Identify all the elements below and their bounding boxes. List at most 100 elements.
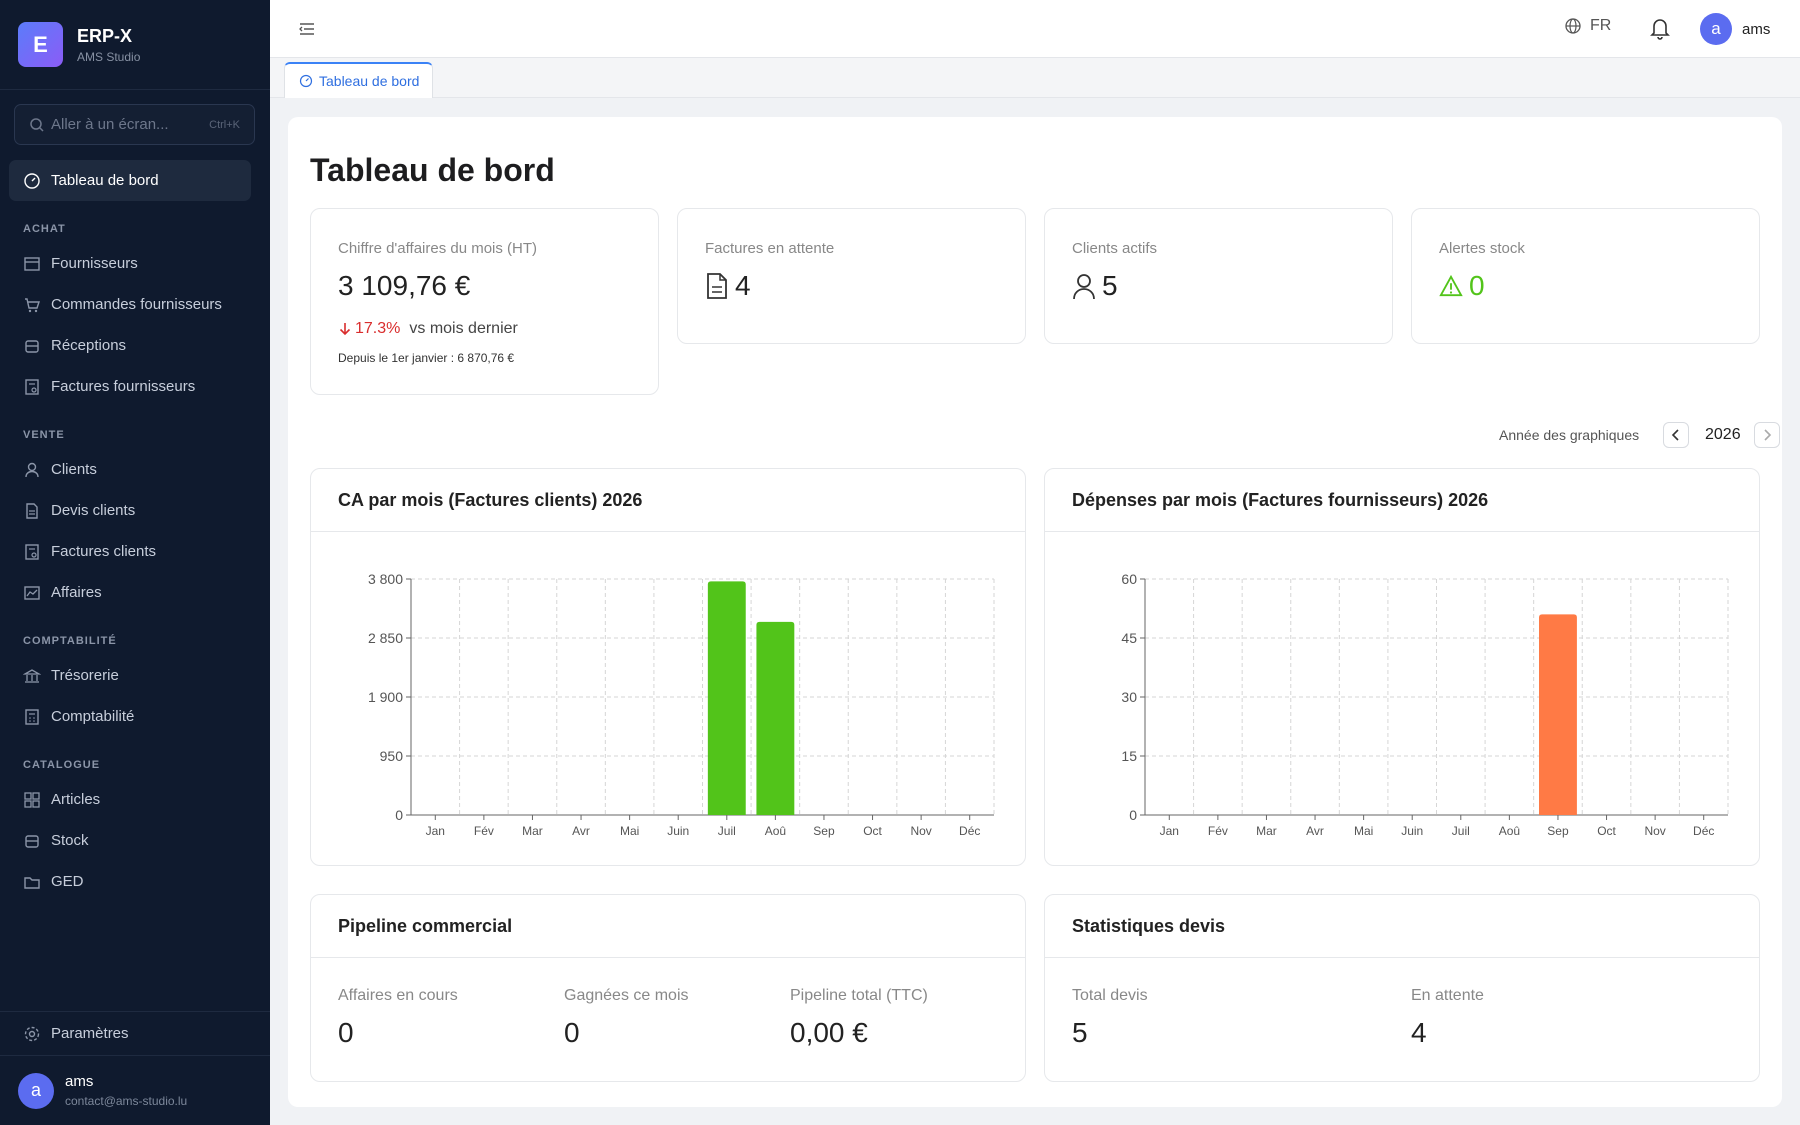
sidebar-item-ged[interactable]: GED bbox=[9, 861, 251, 902]
dashboard-content: Tableau de bord Chiffre d'affaires du mo… bbox=[288, 117, 1782, 1107]
kpi-label: Chiffre d'affaires du mois (HT) bbox=[338, 240, 538, 257]
sidebar-item-label: Paramètres bbox=[51, 1025, 129, 1042]
warning-icon bbox=[1439, 272, 1463, 300]
y-tick-label: 15 bbox=[1121, 748, 1137, 764]
sidebar-item-label: Comptabilité bbox=[51, 708, 135, 725]
gear-icon bbox=[23, 1025, 41, 1043]
y-tick-label: 60 bbox=[1121, 571, 1137, 587]
topbar-user-menu[interactable]: a ams bbox=[1700, 13, 1770, 45]
chart-line-icon bbox=[23, 584, 41, 602]
language-label: FR bbox=[1590, 17, 1612, 34]
user-icon bbox=[1072, 272, 1096, 300]
kpi-value-text: 5 bbox=[1102, 270, 1118, 301]
sidebar-item-affaires[interactable]: Affaires bbox=[9, 572, 251, 613]
bell-icon[interactable] bbox=[1649, 16, 1671, 40]
trend-text: vs mois dernier bbox=[409, 320, 518, 337]
screen-search[interactable]: Aller à un écran... Ctrl+K bbox=[14, 104, 255, 145]
calculator-icon bbox=[23, 708, 41, 726]
sidebar-item-dashboard[interactable]: Tableau de bord bbox=[9, 160, 251, 201]
card-title: Statistiques devis bbox=[1045, 895, 1759, 958]
y-tick-label: 3 800 bbox=[368, 571, 403, 587]
stat-value: 0 bbox=[338, 1017, 354, 1048]
search-shortcut: Ctrl+K bbox=[209, 118, 240, 131]
x-tick-label: Jan bbox=[426, 824, 445, 838]
menu-toggle-icon[interactable] bbox=[297, 19, 317, 39]
x-tick-label: Mar bbox=[1256, 824, 1277, 838]
y-tick-label: 2 850 bbox=[368, 630, 403, 646]
sidebar-item-fournisseurs[interactable]: Fournisseurs bbox=[9, 243, 251, 284]
sidebar-item-label: Factures clients bbox=[51, 543, 157, 560]
tab-dashboard[interactable]: Tableau de bord bbox=[284, 62, 433, 98]
sidebar-item-factures-fournisseurs[interactable]: Factures fournisseurs bbox=[9, 366, 251, 407]
x-tick-label: Avr bbox=[1306, 824, 1324, 838]
bar[interactable] bbox=[756, 621, 795, 815]
chart-year-selector: Année des graphiques 2026 bbox=[1497, 420, 1782, 450]
sidebar-item-receptions[interactable]: Réceptions bbox=[9, 325, 251, 366]
folder-icon bbox=[23, 873, 41, 891]
chevron-right-icon bbox=[1764, 429, 1772, 441]
year-value: 2026 bbox=[1705, 426, 1741, 443]
page-title: Tableau de bord bbox=[310, 152, 555, 188]
sidebar-item-factures-clients[interactable]: Factures clients bbox=[9, 531, 251, 572]
sidebar-nav: Tableau de bord ACHAT Fournisseurs Comma… bbox=[9, 160, 251, 902]
x-tick-label: Mai bbox=[1354, 824, 1373, 838]
x-tick-label: Aoû bbox=[765, 824, 786, 838]
year-next-button[interactable] bbox=[1754, 422, 1780, 448]
kpi-value-text: 4 bbox=[735, 270, 751, 301]
x-tick-label: Déc bbox=[959, 824, 980, 838]
y-tick-label: 30 bbox=[1121, 689, 1137, 705]
kpi-value-text: 0 bbox=[1469, 270, 1485, 301]
sidebar: E ERP-X AMS Studio Aller à un écran... C… bbox=[0, 0, 270, 1125]
sidebar-item-label: Factures fournisseurs bbox=[51, 378, 196, 395]
x-tick-label: Avr bbox=[572, 824, 590, 838]
nav-section-vente: VENTE bbox=[23, 429, 65, 441]
sidebar-user[interactable]: a ams contact@ams-studio.lu bbox=[0, 1055, 270, 1125]
user-email: contact@ams-studio.lu bbox=[65, 1094, 188, 1108]
x-tick-label: Mai bbox=[620, 824, 639, 838]
brand[interactable]: E ERP-X AMS Studio bbox=[0, 0, 270, 90]
x-tick-label: Juin bbox=[667, 824, 689, 838]
sidebar-item-devis[interactable]: Devis clients bbox=[9, 490, 251, 531]
chevron-left-icon bbox=[1671, 429, 1679, 441]
kpi-card-revenue: Chiffre d'affaires du mois (HT) 3 109,76… bbox=[310, 208, 659, 395]
bar[interactable] bbox=[707, 581, 746, 815]
sidebar-item-stock[interactable]: Stock bbox=[9, 820, 251, 861]
stat-value: 5 bbox=[1072, 1017, 1088, 1048]
sidebar-item-comptabilite[interactable]: Comptabilité bbox=[9, 696, 251, 737]
user-name: ams bbox=[65, 1073, 94, 1090]
bar[interactable] bbox=[1539, 614, 1577, 815]
x-tick-label: Juil bbox=[718, 824, 736, 838]
kpi-since-text: Depuis le 1er janvier : 6 870,76 € bbox=[338, 351, 515, 365]
tab-label: Tableau de bord bbox=[319, 73, 420, 89]
card-title: Pipeline commercial bbox=[311, 895, 1025, 958]
x-tick-label: Fév bbox=[474, 824, 494, 838]
sidebar-item-commandes[interactable]: Commandes fournisseurs bbox=[9, 284, 251, 325]
search-placeholder: Aller à un écran... bbox=[51, 116, 169, 133]
document-icon bbox=[705, 272, 729, 300]
kpi-label: Clients actifs bbox=[1072, 240, 1158, 257]
sidebar-item-label: Devis clients bbox=[51, 502, 136, 519]
brand-logo: E bbox=[18, 22, 63, 67]
kpi-card-stock-alerts: Alertes stock 0 bbox=[1411, 208, 1760, 344]
kpi-value: 3 109,76 € bbox=[338, 270, 471, 301]
sidebar-item-tresorerie[interactable]: Trésorerie bbox=[9, 655, 251, 696]
kpi-value: 5 bbox=[1072, 270, 1118, 302]
user-icon bbox=[23, 461, 41, 479]
sidebar-item-articles[interactable]: Articles bbox=[9, 779, 251, 820]
stat-value: 4 bbox=[1411, 1017, 1427, 1048]
stat-label: Total devis bbox=[1072, 987, 1148, 1004]
sidebar-item-settings[interactable]: Paramètres bbox=[0, 1011, 270, 1055]
nav-section-achat: ACHAT bbox=[23, 223, 66, 235]
grid-icon bbox=[23, 791, 41, 809]
sidebar-item-clients[interactable]: Clients bbox=[9, 449, 251, 490]
kpi-label: Factures en attente bbox=[705, 240, 835, 257]
topbar: FR a ams bbox=[270, 0, 1800, 58]
chart-title: Dépenses par mois (Factures fournisseurs… bbox=[1045, 469, 1759, 532]
chart-card-expenses: Dépenses par mois (Factures fournisseurs… bbox=[1044, 468, 1760, 866]
year-prev-button[interactable] bbox=[1663, 422, 1689, 448]
x-tick-label: Oct bbox=[1597, 824, 1616, 838]
year-selector-label: Année des graphiques bbox=[1499, 427, 1640, 443]
expenses-bar-chart: 0 15 30 45 60 Jan Fév Mar Avr Mai Juin Juil Aoû Sep Oc… bbox=[1121, 571, 1729, 838]
sidebar-item-label: Trésorerie bbox=[51, 667, 119, 684]
language-switcher[interactable]: FR bbox=[1564, 17, 1611, 35]
